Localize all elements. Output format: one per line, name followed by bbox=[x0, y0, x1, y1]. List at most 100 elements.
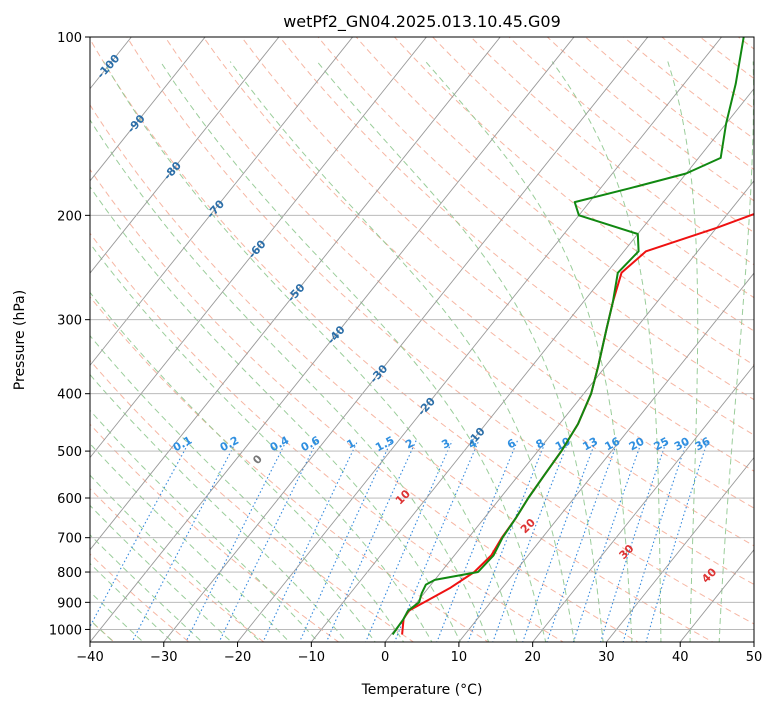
mixing-ratio-line bbox=[365, 440, 453, 642]
dry-adiabat bbox=[90, 296, 490, 642]
dry-adiabat bbox=[90, 232, 565, 642]
x-tick-label: 10 bbox=[451, 650, 468, 665]
isotherm bbox=[310, 87, 754, 642]
dry-adiabat bbox=[90, 488, 265, 642]
mixing-ratio-line bbox=[131, 440, 238, 642]
y-tick-label: 700 bbox=[57, 532, 82, 547]
y-axis-label: Pressure (hPa) bbox=[12, 290, 28, 390]
moist-adiabat bbox=[90, 409, 319, 642]
dry-adiabat bbox=[622, 37, 754, 140]
mixing-ratio-line bbox=[262, 440, 359, 642]
mixing-ratio-label: 25 bbox=[652, 435, 672, 454]
mixing-ratio-line bbox=[600, 440, 668, 642]
mixing-ratio-line bbox=[546, 440, 619, 642]
mixing-ratio-line bbox=[185, 440, 287, 642]
plot-frame bbox=[89, 36, 755, 643]
dry-adiabat bbox=[546, 37, 754, 202]
background-lines bbox=[90, 37, 754, 642]
moist-adiabat bbox=[90, 442, 291, 642]
y-tick-label: 200 bbox=[57, 209, 82, 224]
isotherm bbox=[384, 180, 754, 642]
moist-adiabat bbox=[90, 186, 461, 642]
moist-adiabat bbox=[90, 504, 233, 642]
dry-adiabat bbox=[317, 37, 754, 401]
isotherm bbox=[458, 272, 754, 642]
dry-adiabat bbox=[164, 37, 754, 547]
moist-adiabat bbox=[90, 373, 348, 642]
isotherm bbox=[605, 456, 754, 642]
mixing-ratio-line bbox=[298, 440, 392, 642]
mixing-ratio-line bbox=[522, 440, 597, 642]
moist-adiabat bbox=[90, 291, 405, 642]
mixing-ratio-label: 20 bbox=[627, 435, 647, 454]
dry-adiabat bbox=[90, 104, 714, 642]
moist-adiabat bbox=[90, 534, 203, 642]
isotherm bbox=[90, 37, 575, 642]
dry-adiabat bbox=[279, 37, 754, 436]
isotherm bbox=[236, 37, 723, 642]
y-tick-label: 100 bbox=[57, 31, 82, 46]
dry-adiabat bbox=[240, 37, 754, 472]
y-tick-label: 800 bbox=[57, 566, 82, 581]
moist-adiabat bbox=[551, 61, 662, 642]
x-tick-label: −40 bbox=[76, 650, 103, 665]
x-tick-label: −10 bbox=[298, 650, 325, 665]
x-axis-label: Temperature (°C) bbox=[361, 682, 483, 698]
mixing-ratio-line bbox=[394, 440, 480, 642]
mixing-ratio-line bbox=[572, 440, 643, 642]
x-tick-label: 40 bbox=[672, 650, 689, 665]
moist-adiabat bbox=[90, 591, 144, 642]
isotherm bbox=[90, 37, 280, 274]
x-tick-label: 50 bbox=[746, 650, 763, 665]
mixing-ratio-label: 13 bbox=[580, 435, 600, 454]
y-tick-label: 600 bbox=[57, 492, 82, 507]
x-tick-label: 30 bbox=[598, 650, 615, 665]
y-tick-label: 900 bbox=[57, 596, 82, 611]
isotherm bbox=[90, 37, 428, 459]
moist-adiabat bbox=[718, 61, 754, 642]
mixing-ratio-label: 36 bbox=[693, 435, 713, 454]
moist-adiabat bbox=[667, 61, 699, 642]
mixing-ratio-line bbox=[325, 440, 417, 642]
moist-adiabat bbox=[90, 242, 433, 642]
y-tick-label: 300 bbox=[57, 314, 82, 329]
moist-adiabat bbox=[316, 61, 604, 642]
moist-adiabat bbox=[90, 474, 262, 642]
isotherm bbox=[90, 37, 354, 367]
profiles bbox=[391, 37, 754, 636]
isotherm bbox=[90, 37, 501, 551]
dewpoint-profile bbox=[391, 37, 745, 636]
moist-adiabat bbox=[90, 562, 174, 642]
moist-adiabat bbox=[90, 118, 490, 642]
dry-adiabat bbox=[584, 37, 754, 171]
y-tick-label: 500 bbox=[57, 445, 82, 460]
isotherm bbox=[532, 364, 754, 642]
x-axis: −40 −30 −20 −10 0 10 20 30 40 50 bbox=[76, 642, 762, 665]
moist-adiabat bbox=[229, 61, 575, 642]
dry-adiabat bbox=[126, 37, 754, 586]
moist-adiabat bbox=[103, 61, 518, 642]
x-tick-label: −30 bbox=[150, 650, 177, 665]
chart-title: wetPf2_GN04.2025.013.10.45.G09 bbox=[283, 12, 561, 32]
mixing-ratio-line bbox=[218, 440, 318, 642]
x-tick-label: 0 bbox=[381, 650, 389, 665]
dry-adiabat bbox=[202, 37, 754, 509]
isotherm bbox=[163, 37, 649, 642]
mixing-ratio-line bbox=[90, 440, 191, 628]
moist-adiabat bbox=[90, 334, 376, 642]
mixing-ratio-line bbox=[622, 440, 688, 642]
x-tick-label: −20 bbox=[224, 650, 251, 665]
y-tick-label: 400 bbox=[57, 388, 82, 403]
mixing-ratio-line bbox=[645, 440, 709, 642]
y-axis: 100 200 300 400 500 600 700 800 900 1000 bbox=[49, 31, 90, 638]
dry-adiabat bbox=[508, 37, 754, 234]
y-tick-label: 1000 bbox=[49, 623, 82, 638]
mixing-ratio-label: 30 bbox=[672, 435, 692, 454]
pressure-grid bbox=[90, 37, 754, 642]
mixing-ratio-label: 16 bbox=[603, 435, 623, 454]
dry-adiabat bbox=[90, 423, 340, 642]
moist-adiabat bbox=[159, 61, 547, 642]
x-tick-label: 20 bbox=[524, 650, 541, 665]
